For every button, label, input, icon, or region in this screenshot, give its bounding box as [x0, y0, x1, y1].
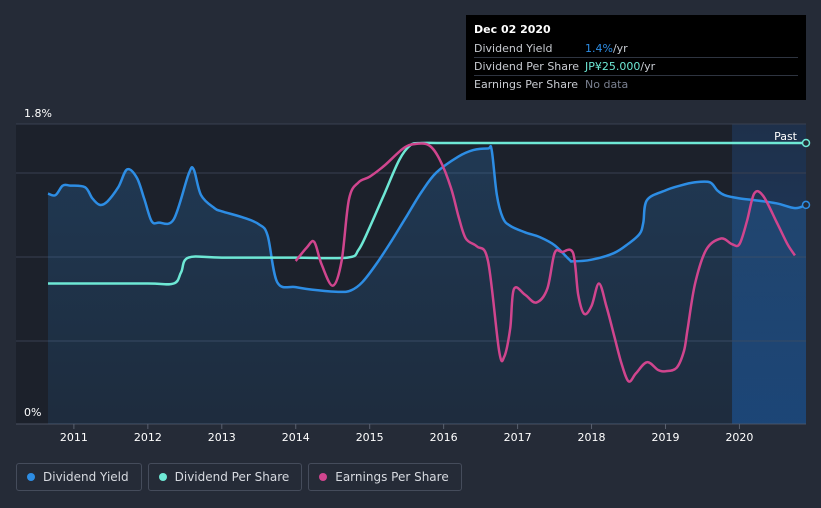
x-tick-label: 2018 [578, 431, 606, 444]
tooltip-row-earnings-per-share: Earnings Per Share No data [474, 76, 798, 93]
x-tick-label: 2012 [134, 431, 162, 444]
x-axis-ticks: 2011 2012 2013 2014 2015 2016 2017 2018 2019 2020 [60, 424, 753, 444]
legend: Dividend Yield Dividend Per Share Earnin… [16, 463, 462, 491]
legend-item-dividend-yield[interactable]: Dividend Yield [16, 463, 142, 491]
tooltip-value: JP¥25.000 [585, 60, 641, 73]
legend-label: Dividend Per Share [174, 470, 290, 484]
x-tick-label: 2016 [430, 431, 458, 444]
x-tick-label: 2019 [651, 431, 679, 444]
tooltip-value: No data [585, 78, 629, 91]
earnings-per-share-line [294, 142, 796, 383]
tooltip-label: Earnings Per Share [474, 78, 579, 91]
x-tick-label: 2015 [356, 431, 384, 444]
y-tick-bottom: 0% [24, 406, 41, 419]
tooltip-label: Dividend Per Share [474, 60, 580, 73]
x-tick-label: 2011 [60, 431, 88, 444]
tooltip-value: 1.4% [585, 42, 613, 55]
tooltip-divider [474, 57, 798, 58]
y-tick-top: 1.8% [24, 107, 52, 120]
legend-dot-icon [158, 473, 167, 481]
dividend-yield-line [47, 144, 807, 294]
dividend-yield-end-marker [801, 200, 811, 210]
x-tick-label: 2017 [504, 431, 532, 444]
tooltip-row-dividend-yield: Dividend Yield 1.4% /yr [474, 40, 798, 57]
tooltip-panel: Dec 02 2020 Dividend Yield 1.4% /yr Divi… [466, 15, 806, 100]
legend-dot-icon [27, 473, 35, 481]
tooltip-unit: /yr [640, 60, 656, 73]
legend-dot-icon [319, 473, 328, 481]
legend-label: Earnings Per Share [335, 470, 449, 484]
tooltip-divider [474, 75, 798, 76]
legend-item-earnings-per-share[interactable]: Earnings Per Share [308, 463, 462, 491]
x-tick-label: 2020 [725, 431, 753, 444]
x-tick-label: 2013 [208, 431, 236, 444]
tooltip-label: Dividend Yield [474, 42, 553, 55]
legend-item-dividend-per-share[interactable]: Dividend Per Share [147, 463, 303, 491]
dividend-per-share-end-marker [801, 138, 811, 148]
tooltip-date: Dec 02 2020 [474, 23, 551, 36]
past-label: Past [774, 130, 798, 143]
dividend-yield-area [48, 146, 806, 424]
x-tick-label: 2014 [282, 431, 310, 444]
tooltip-unit: /yr [612, 42, 628, 55]
tooltip-row-dividend-per-share: Dividend Per Share JP¥25.000 /yr [474, 58, 798, 75]
dividend-per-share-line [48, 141, 806, 286]
legend-label: Dividend Yield [43, 470, 129, 484]
